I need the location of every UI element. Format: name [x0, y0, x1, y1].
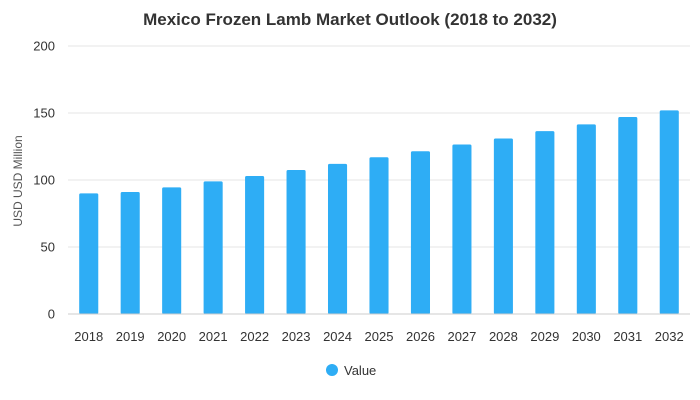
chart-title: Mexico Frozen Lamb Market Outlook (2018 …	[143, 10, 557, 29]
y-tick-label: 50	[41, 240, 55, 255]
bar-series	[79, 110, 679, 315]
bar-2025[interactable]	[369, 157, 389, 314]
bar-2021[interactable]	[203, 181, 223, 314]
x-tick-label-2028: 2028	[489, 329, 518, 344]
x-tick-label-2020: 2020	[157, 329, 186, 344]
x-tick-label-2030: 2030	[572, 329, 601, 344]
bar-2023[interactable]	[286, 169, 306, 314]
bar-2018[interactable]	[79, 193, 99, 314]
x-tick-label-2031: 2031	[613, 329, 642, 344]
bar-2022[interactable]	[245, 175, 265, 314]
x-tick-label-2032: 2032	[655, 329, 684, 344]
bar-2027[interactable]	[452, 144, 472, 314]
bar-2030[interactable]	[576, 124, 596, 314]
bar-2029[interactable]	[535, 131, 555, 314]
x-tick-label-2025: 2025	[365, 329, 394, 344]
legend-marker-value	[326, 364, 338, 376]
x-axis-tick-labels: 2018 2019 2020 2021 2022 2023 2024 2025 2026 2027…	[74, 329, 683, 344]
y-axis-title: USD USD Million	[11, 135, 25, 226]
x-tick-label-2029: 2029	[530, 329, 559, 344]
y-tick-label: 100	[33, 173, 55, 188]
y-axis-tick-labels: 0 50 100 150 200	[33, 39, 55, 322]
y-tick-label: 0	[48, 307, 55, 322]
bar-2032[interactable]	[659, 110, 679, 314]
legend[interactable]: Value	[326, 363, 376, 378]
x-tick-label-2019: 2019	[116, 329, 145, 344]
bar-2026[interactable]	[410, 151, 431, 314]
bar-2028[interactable]	[493, 138, 513, 314]
x-tick-label-2021: 2021	[199, 329, 228, 344]
bar-2024[interactable]	[327, 163, 348, 314]
x-tick-label-2024: 2024	[323, 329, 352, 344]
x-tick-label-2023: 2023	[282, 329, 311, 344]
bar-2020[interactable]	[162, 187, 182, 314]
bar-2019[interactable]	[120, 192, 140, 314]
legend-label-value: Value	[344, 363, 376, 378]
x-tick-label-2026: 2026	[406, 329, 435, 344]
x-tick-label-2027: 2027	[447, 329, 476, 344]
x-tick-label-2018: 2018	[74, 329, 103, 344]
x-tick-label-2022: 2022	[240, 329, 269, 344]
bar-2031[interactable]	[618, 117, 638, 315]
y-tick-label: 150	[33, 106, 55, 121]
y-tick-label: 200	[33, 39, 55, 54]
